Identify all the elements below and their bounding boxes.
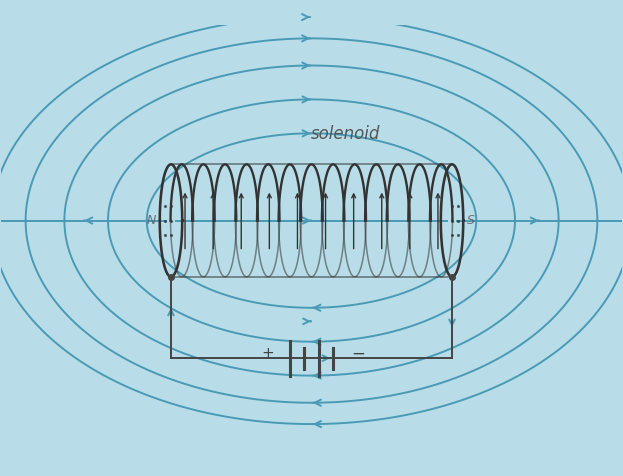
Text: solenoid: solenoid — [311, 125, 380, 143]
Text: S: S — [467, 214, 475, 227]
Text: N: N — [147, 214, 156, 227]
Text: −: − — [351, 344, 365, 362]
Text: +: + — [262, 346, 274, 361]
